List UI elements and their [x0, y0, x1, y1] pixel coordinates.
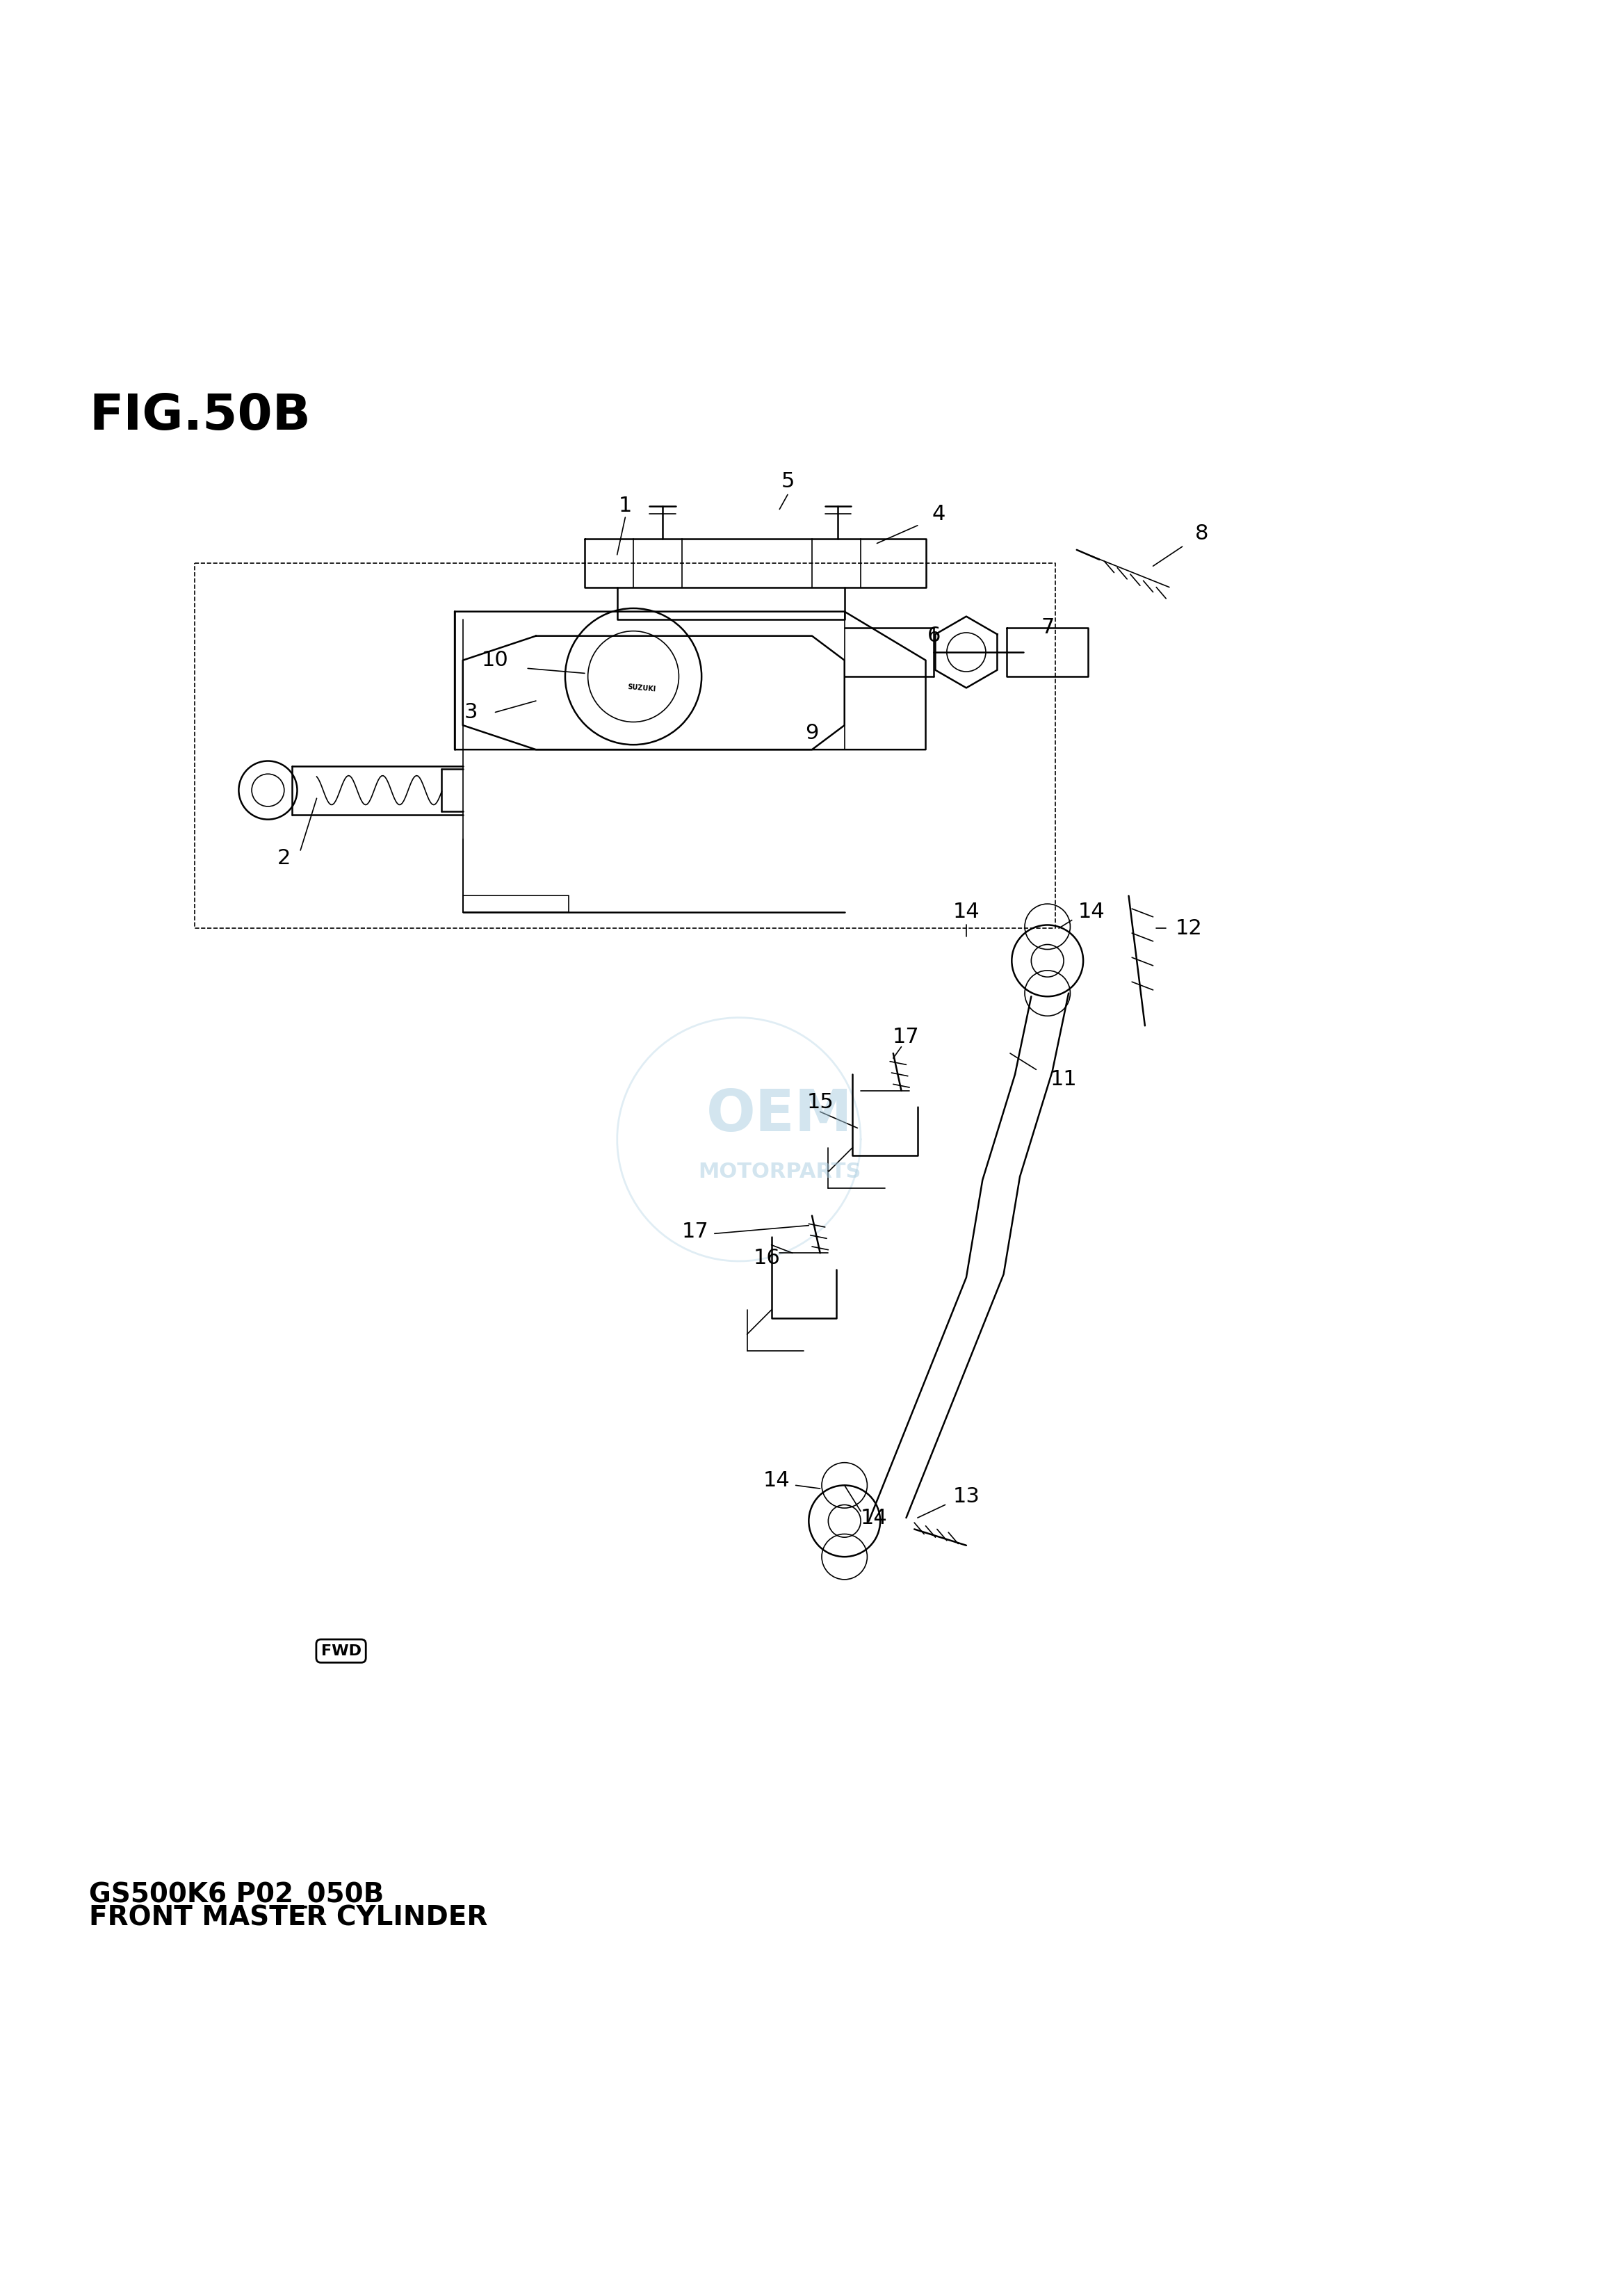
Text: 17: 17 [682, 1221, 708, 1242]
Text: 14: 14 [861, 1508, 887, 1528]
Text: 14: 14 [953, 902, 979, 923]
Text: 6: 6 [927, 627, 940, 645]
Text: SUZUKI: SUZUKI [627, 684, 656, 693]
Text: 3: 3 [464, 702, 477, 723]
Text: 8: 8 [1195, 523, 1208, 544]
Text: 10: 10 [482, 649, 508, 670]
Text: FRONT MASTER CYLINDER: FRONT MASTER CYLINDER [89, 1905, 487, 1930]
Text: MOTORPARTS: MOTORPARTS [698, 1161, 861, 1182]
Text: FIG.50B: FIG.50B [89, 392, 312, 441]
Text: 14: 14 [1078, 902, 1104, 923]
Text: 7: 7 [1041, 617, 1054, 638]
Text: FWD: FWD [322, 1643, 361, 1657]
Text: 9: 9 [806, 723, 818, 744]
Text: 1: 1 [619, 496, 632, 516]
Text: 4: 4 [932, 505, 945, 523]
Text: 16: 16 [754, 1248, 780, 1269]
Text: 13: 13 [953, 1487, 979, 1508]
Text: 5: 5 [781, 470, 794, 491]
Text: 15: 15 [807, 1092, 833, 1113]
Text: 2: 2 [278, 849, 291, 868]
Text: OEM: OEM [706, 1088, 853, 1143]
Text: 11: 11 [1051, 1069, 1077, 1090]
Text: 17: 17 [893, 1026, 919, 1047]
Text: GS500K6 P02_050B: GS500K6 P02_050B [89, 1882, 385, 1909]
Text: 14: 14 [763, 1471, 789, 1489]
Text: 12: 12 [1176, 918, 1202, 939]
